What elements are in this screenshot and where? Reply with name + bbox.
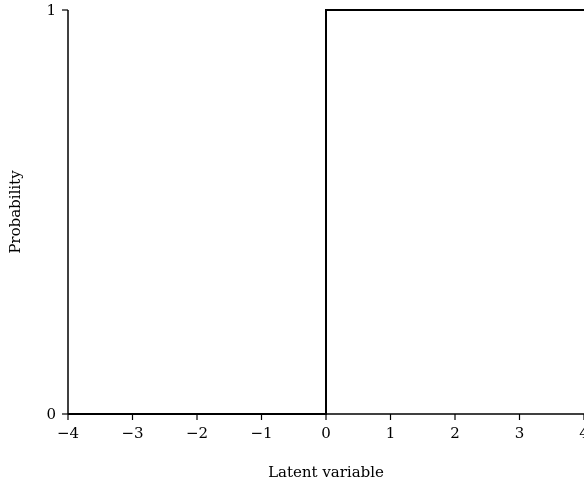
step-series-line: [68, 9, 584, 415]
x-tick-label: −1: [250, 424, 272, 442]
x-tick-label: 4: [579, 424, 584, 442]
x-tick-label: −2: [186, 424, 208, 442]
x-tick-label: 0: [321, 424, 331, 442]
x-tick-label: −3: [121, 424, 143, 442]
series-group: [68, 9, 584, 415]
x-tick-label: −4: [57, 424, 79, 442]
y-tick-label: 1: [46, 1, 56, 19]
x-axis-title: Latent variable: [268, 463, 384, 481]
y-ticks: 01: [46, 1, 68, 423]
x-tick-label: 3: [515, 424, 525, 442]
x-tick-label: 2: [450, 424, 460, 442]
y-axis-title: Probability: [6, 170, 24, 254]
plot-area: −4−3−2−101234 01: [46, 1, 584, 442]
x-ticks: −4 −3 −2 −1 0 1 2 3 4: [57, 414, 584, 442]
x-tick-label: 1: [386, 424, 396, 442]
y-tick-label: 0: [46, 405, 56, 423]
